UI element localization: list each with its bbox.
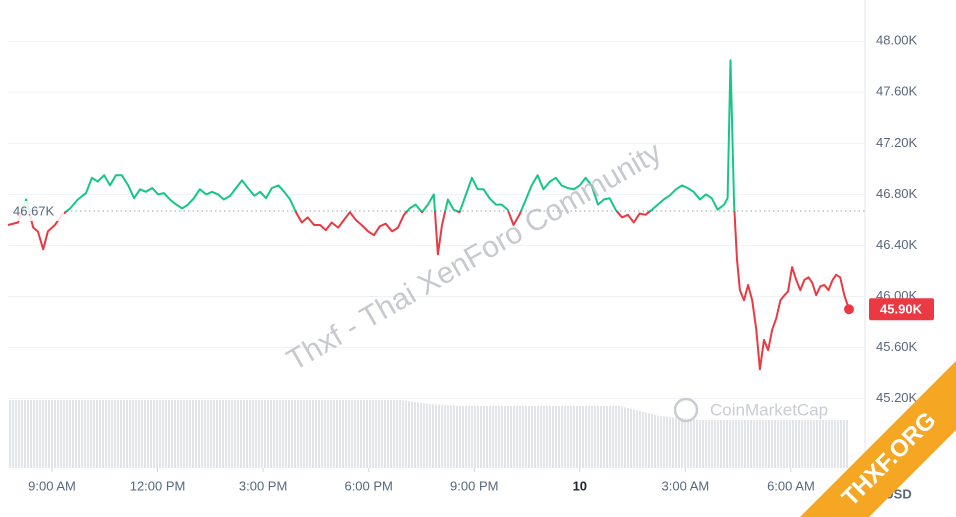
y-tick-label: 46.40K [876, 237, 918, 252]
corner-banner [800, 361, 956, 517]
logo-text: CoinMarketCap [710, 400, 828, 419]
reference-label: 46.67K [13, 203, 55, 218]
logo-icon [673, 397, 699, 423]
price-line [7, 59, 850, 371]
last-price-dot [844, 304, 854, 315]
volume-area [8, 400, 849, 468]
last-price-box [869, 298, 934, 321]
x-tick-label: 6:00 AM [767, 478, 815, 493]
watermark-text: Thxf - Thai XenForo Community [281, 136, 667, 378]
y-tick-label: 45.20K [876, 390, 918, 405]
x-tick-label: 9:00 AM [28, 478, 76, 493]
x-tick-label: 9:00 PM [450, 478, 498, 493]
x-tick-label: 10 [573, 478, 587, 493]
x-tick-label: 3:00 PM [239, 478, 287, 493]
x-tick-label: 3:00 AM [662, 478, 710, 493]
x-tick-label: 12:00 PM [130, 478, 186, 493]
y-tick-label: 48.00K [876, 33, 918, 48]
y-tick-label: 45.60K [876, 339, 918, 354]
reference-label-box [8, 200, 64, 221]
x-tick-label: 6:00 PM [344, 478, 392, 493]
y-tick-label: 46.80K [876, 186, 918, 201]
y-tick-label: 47.60K [876, 84, 918, 99]
last-price-label: 45.90K [880, 302, 923, 317]
y-tick-label: 47.20K [876, 135, 918, 150]
